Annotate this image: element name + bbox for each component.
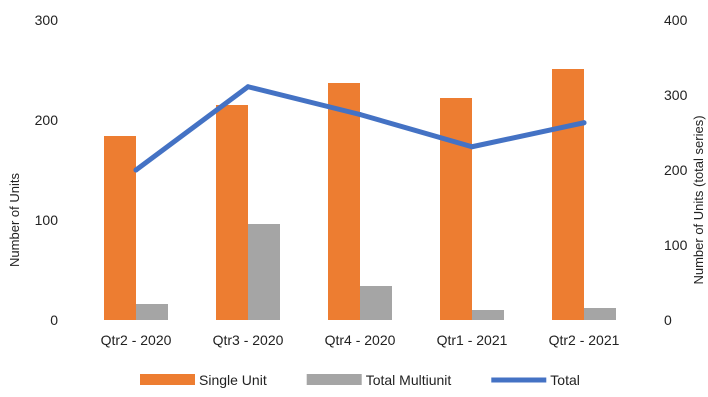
legend-label-total-multiunit: Total Multiunit bbox=[366, 372, 452, 388]
y-axis-title: Number of Units bbox=[7, 173, 22, 267]
x-tick-label-qtr1-2021: Qtr1 - 2021 bbox=[437, 332, 508, 348]
point-total-qtr4-2020 bbox=[357, 112, 363, 117]
point-total-qtr2-2020 bbox=[133, 167, 139, 173]
bar-single-unit-qtr2-2020 bbox=[104, 136, 136, 320]
lines-layer bbox=[133, 84, 587, 173]
bar-single-unit-qtr2-2021 bbox=[552, 69, 584, 320]
x-tick-label-qtr3-2020: Qtr3 - 2020 bbox=[213, 332, 284, 348]
bars-layer bbox=[104, 69, 616, 320]
bar-total-multiunit-qtr2-2020 bbox=[136, 304, 168, 320]
y-tick-label-200: 200 bbox=[35, 112, 59, 128]
y-right-tick-label-200: 200 bbox=[664, 162, 688, 178]
y-right-tick-label-0: 0 bbox=[664, 312, 672, 328]
bar-single-unit-qtr1-2021 bbox=[440, 98, 472, 320]
y-right-tick-label-400: 400 bbox=[664, 12, 688, 28]
point-total-qtr3-2020 bbox=[245, 84, 251, 90]
bar-total-multiunit-qtr4-2020 bbox=[360, 286, 392, 320]
legend-label-total: Total bbox=[550, 372, 580, 388]
x-tick-label-qtr2-2021: Qtr2 - 2021 bbox=[549, 332, 620, 348]
y-axis-right-title: Number of Units (total series) bbox=[691, 115, 706, 284]
left-axis-ticks: 0 100 200 300 bbox=[35, 12, 59, 328]
bar-total-multiunit-qtr3-2020 bbox=[248, 224, 280, 320]
x-tick-label-qtr4-2020: Qtr4 - 2020 bbox=[325, 332, 396, 348]
y-tick-label-100: 100 bbox=[35, 212, 59, 228]
point-total-qtr2-2021 bbox=[581, 120, 587, 126]
y-tick-label-0: 0 bbox=[50, 312, 58, 328]
x-axis-ticks: Qtr2 - 2020 Qtr3 - 2020 Qtr4 - 2020 Qtr1 - … bbox=[101, 332, 620, 348]
y-tick-label-300: 300 bbox=[35, 12, 59, 28]
right-axis-ticks: 0 100 200 300 400 bbox=[664, 12, 688, 328]
legend-swatch-single-unit bbox=[140, 374, 195, 385]
legend-swatch-total-multiunit bbox=[306, 374, 362, 385]
bar-total-multiunit-qtr1-2021 bbox=[472, 310, 504, 320]
y-right-tick-label-300: 300 bbox=[664, 87, 688, 103]
bar-single-unit-qtr4-2020 bbox=[328, 83, 360, 320]
legend-label-single-unit: Single Unit bbox=[199, 372, 267, 388]
point-total-qtr1-2021 bbox=[469, 144, 475, 150]
x-tick-label-qtr2-2020: Qtr2 - 2020 bbox=[101, 332, 172, 348]
legend: Single Unit Total Multiunit Total bbox=[140, 372, 580, 388]
bar-single-unit-qtr3-2020 bbox=[216, 105, 248, 320]
y-right-tick-label-100: 100 bbox=[664, 237, 688, 253]
bar-total-multiunit-qtr2-2021 bbox=[584, 308, 616, 320]
